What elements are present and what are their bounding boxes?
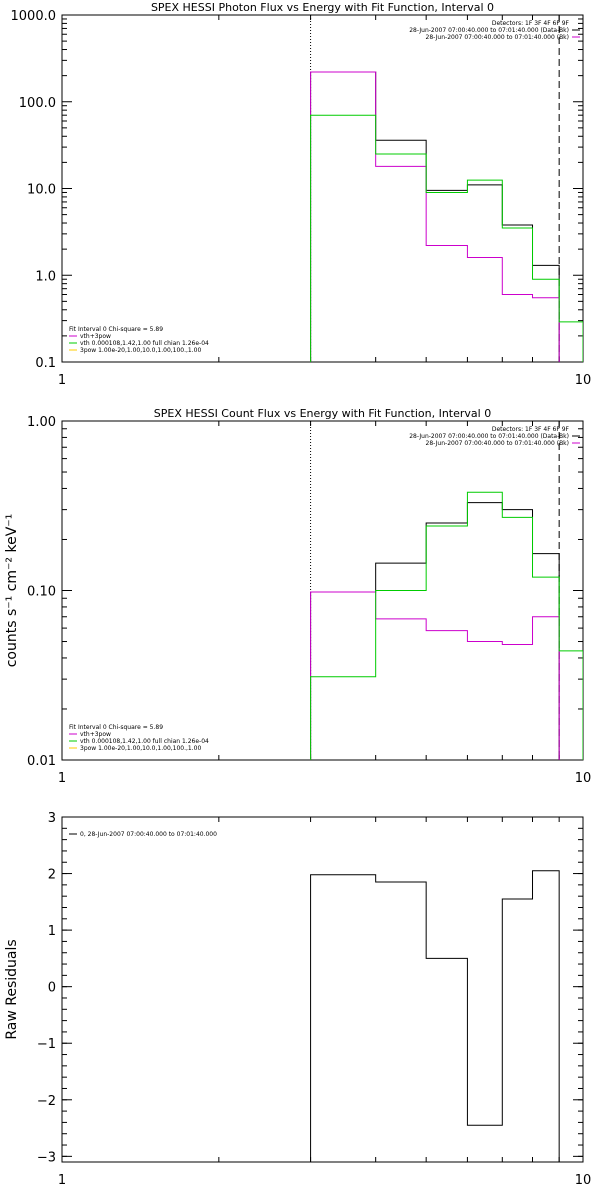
header-line: Detectors: 1F 3F 4F 6F 9F <box>492 20 570 27</box>
y-ticks: −3 −2 −1 0 1 2 3 <box>37 811 583 1165</box>
header-line: 28-Jun-2007 07:00:40.000 to 07:01:40.000… <box>426 34 569 41</box>
legend-entry: 0, 28-Jun-2007 07:00:40.000 to 07:01:40.… <box>80 831 217 838</box>
y-tick-label: −3 <box>37 1150 56 1165</box>
x-tick-label: 10 <box>575 1173 592 1188</box>
panel-2: Raw Residuals −3 −2 −1 0 1 2 3 1 10 0, 28-Jun-2007… <box>4 811 591 1188</box>
legend-entry: vth 0.000108,1.42,1.00 full chian 1.26e-… <box>80 738 209 745</box>
y-tick-label: 0 <box>48 981 56 996</box>
legend: Fit Interval 0 Chi-square = 5.89vth+3pow… <box>69 724 209 752</box>
y-tick-label: 0.01 <box>27 754 56 769</box>
y-ticks: 0.01 0.10 1.00 <box>27 415 583 769</box>
series-1-step <box>310 71 560 362</box>
series-0-step <box>310 502 560 760</box>
x-tick-label: 1 <box>58 771 66 786</box>
x-tick-label: 1 <box>58 373 66 388</box>
header-line: Detectors: 1F 3F 4F 6F 9F <box>492 426 570 433</box>
series-2-step <box>310 491 583 760</box>
legend-entry: 3pow 1.00e-20,1.00,10.0,1.00,100.,1.00 <box>80 745 201 752</box>
y-tick-label: −1 <box>37 1037 56 1052</box>
x-ticks: 1 10 <box>58 817 591 1188</box>
y-tick-label: 3 <box>48 811 56 826</box>
legend-entry: vth+3pow <box>80 731 111 738</box>
y-tick-label: 1000.0 <box>11 9 57 24</box>
plot-frame <box>61 420 584 761</box>
x-tick-label: 10 <box>575 771 592 786</box>
plot-area <box>310 421 583 760</box>
series-0-step <box>310 870 560 1162</box>
header-line: 28-Jun-2007 07:00:40.000 to 07:01:40.000… <box>426 440 569 447</box>
series-2-step <box>310 114 583 362</box>
y-tick-label: 100.0 <box>19 96 56 111</box>
plot-area <box>310 870 560 1162</box>
y-tick-label: 1.0 <box>35 269 56 284</box>
legend-entry: vth+3pow <box>80 333 111 340</box>
plot-area <box>310 15 583 362</box>
legend-entry: 3pow 1.00e-20,1.00,10.0,1.00,100.,1.00 <box>80 347 201 354</box>
y-tick-label: 1.00 <box>27 415 56 430</box>
y-axis-title: Raw Residuals <box>4 939 20 1039</box>
panel-1: SPEX HESSI Count Flux vs Energy with Fit… <box>4 407 591 786</box>
header-line: 28-Jun-2007 07:00:40.000 to 07:01:40.000… <box>409 27 569 34</box>
chart-title: SPEX HESSI Photon Flux vs Energy with Fi… <box>151 1 494 14</box>
plot-frame <box>61 816 584 1163</box>
y-axis-title: counts s⁻¹ cm⁻² keV⁻¹ <box>4 514 20 668</box>
y-tick-label: 0.1 <box>35 356 56 371</box>
chart-title: SPEX HESSI Count Flux vs Energy with Fit… <box>154 407 491 420</box>
header-line: 28-Jun-2007 07:00:40.000 to 07:01:40.000… <box>409 433 569 440</box>
y-tick-label: −2 <box>37 1094 56 1109</box>
y-tick-label: 10.0 <box>27 183 56 198</box>
y-tick-label: 1 <box>48 924 56 939</box>
x-tick-label: 10 <box>575 373 592 388</box>
y-ticks: 0.1 1.0 10.0 100.0 1000.0 <box>11 9 583 371</box>
x-ticks: 1 10 <box>58 421 591 786</box>
y-tick-label: 0.10 <box>27 585 56 600</box>
legend: Fit Interval 0 Chi-square = 5.89vth+3pow… <box>69 326 209 354</box>
legend: 0, 28-Jun-2007 07:00:40.000 to 07:01:40.… <box>69 831 217 838</box>
series-0-step <box>310 71 560 362</box>
legend-entry: Fit Interval 0 Chi-square = 5.89 <box>69 326 163 333</box>
panel-0: SPEX HESSI Photon Flux vs Energy with Fi… <box>11 1 592 388</box>
plot-frame <box>61 14 584 363</box>
legend-entry: vth 0.000108,1.42,1.00 full chian 1.26e-… <box>80 340 209 347</box>
y-tick-label: 2 <box>48 868 56 883</box>
legend-entry: Fit Interval 0 Chi-square = 5.89 <box>69 724 163 731</box>
x-tick-label: 1 <box>58 1173 66 1188</box>
